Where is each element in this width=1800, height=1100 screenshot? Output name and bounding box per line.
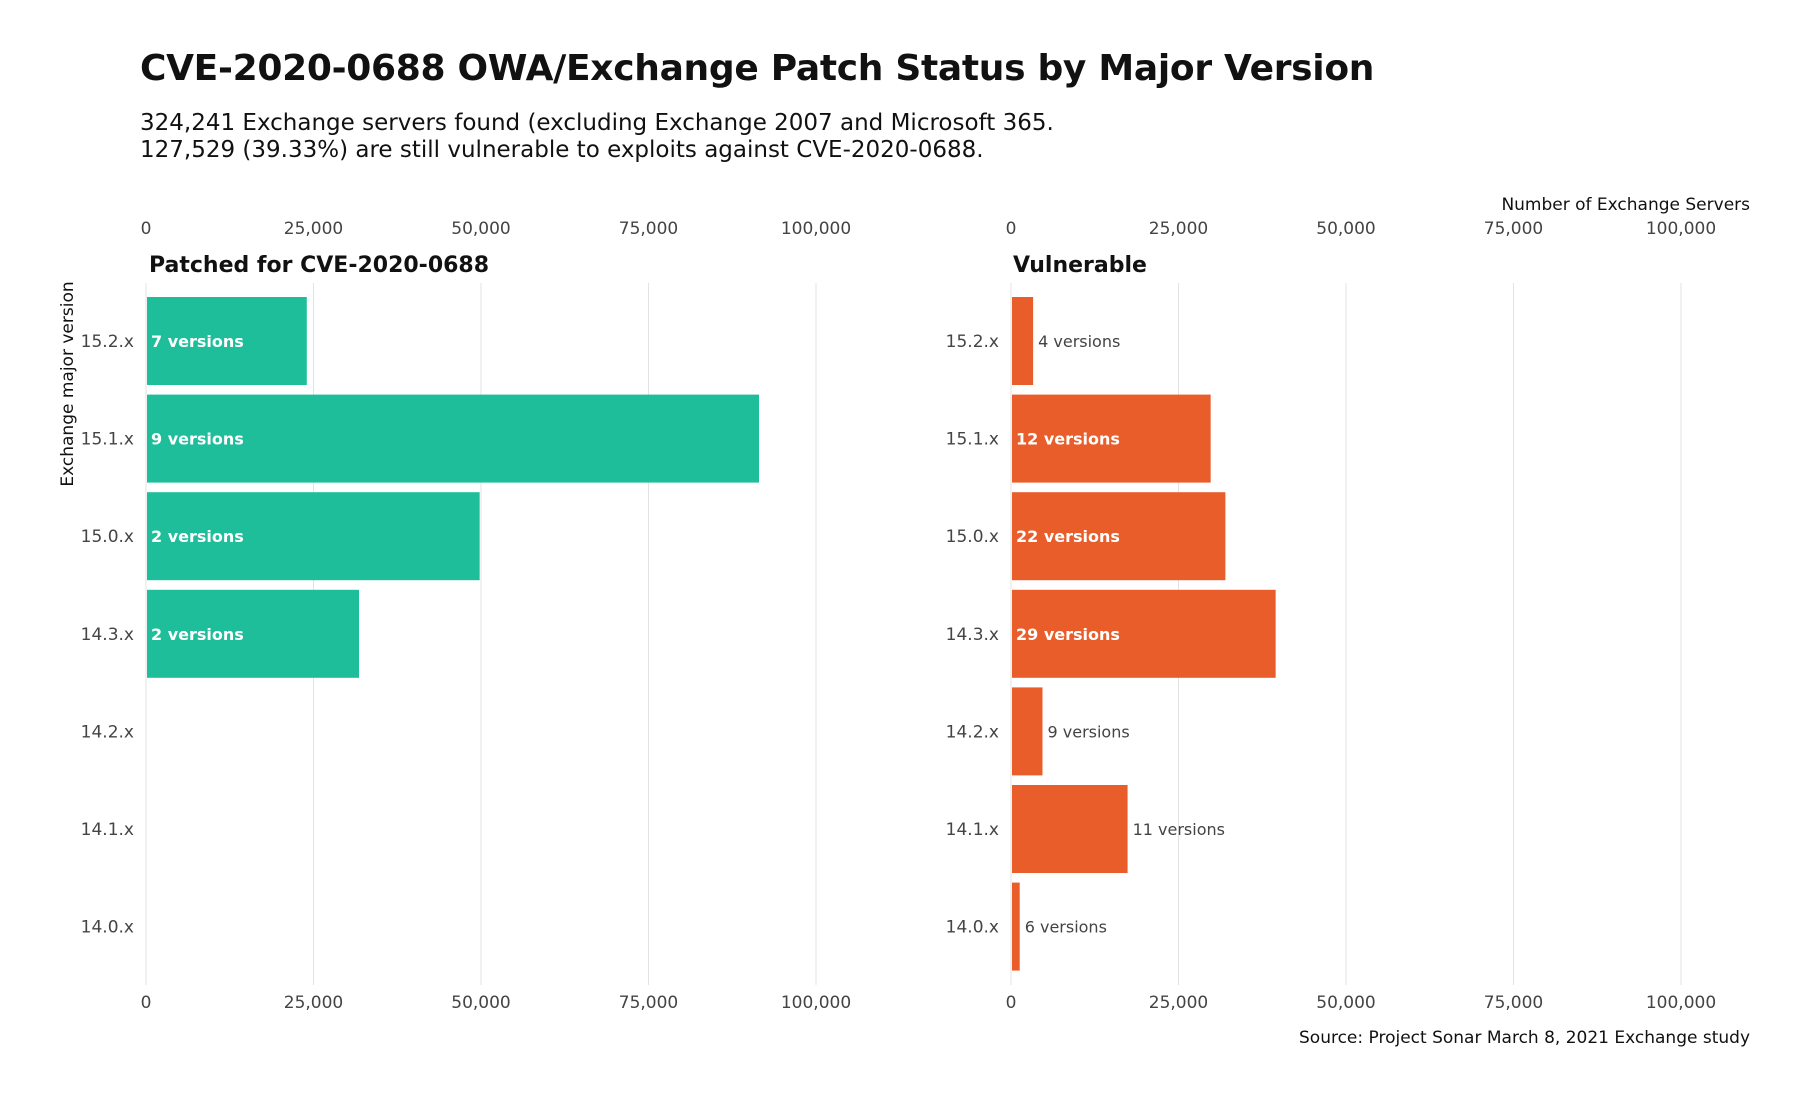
x-axis-title: Number of Exchange Servers [1501,195,1750,215]
bar [1012,589,1276,678]
x-tick-label-top: 75,000 [1484,219,1543,239]
bar-data-label: 7 versions [151,332,244,351]
bar [1012,882,1020,971]
category-label: 15.2.x [946,332,999,352]
category-label: 15.1.x [946,430,999,450]
category-label: 14.3.x [946,625,999,645]
bar [1012,394,1211,483]
bar [147,297,307,385]
bar [1012,687,1043,776]
grid-layer [145,283,1682,985]
bar [1012,785,1128,873]
bars-layer [147,297,1276,971]
category-label: 14.2.x [81,722,134,742]
chart-subtitle-line-1: 324,241 Exchange servers found (excludin… [140,110,1054,136]
x-tick-label-top: 50,000 [1316,219,1375,239]
category-label: 14.1.x [946,820,999,840]
x-tick-label-top: 100,000 [1646,219,1716,239]
chart-subtitle-line-2: 127,529 (39.33%) are still vulnerable to… [140,137,984,163]
x-tick-label-top: 25,000 [284,219,343,239]
x-tick-label-top: 0 [1006,219,1017,239]
x-tick-label-bottom: 75,000 [619,993,678,1013]
category-label: 14.1.x [81,820,134,840]
category-label: 15.2.x [81,332,134,352]
text-layer: 0 0 25,000 25,000 50,000 50,000 75,000 75,000 10… [81,219,1716,1013]
x-tick-label-bottom: 25,000 [284,993,343,1013]
x-tick-label-bottom: 100,000 [781,993,851,1013]
bar-data-label: 9 versions [1047,722,1129,741]
source-note: Source: Project Sonar March 8, 2021 Exch… [1299,1028,1750,1048]
bar-data-label: 11 versions [1133,820,1225,839]
bar [147,492,480,581]
x-tick-label-top: 25,000 [1149,219,1208,239]
category-label: 14.0.x [81,918,134,938]
x-tick-label-top: 50,000 [451,219,510,239]
x-tick-label-bottom: 50,000 [451,993,510,1013]
bar-data-label: 9 versions [151,430,244,449]
bar-data-label: 6 versions [1025,918,1107,937]
category-label: 14.0.x [946,918,999,938]
bar [147,394,760,483]
bar-data-label: 12 versions [1016,430,1120,449]
category-label: 14.2.x [946,722,999,742]
panel-title: Vulnerable [1013,253,1147,278]
x-tick-label-bottom: 50,000 [1316,993,1375,1013]
bar-data-label: 4 versions [1038,332,1120,351]
x-tick-label-top: 0 [141,219,152,239]
x-tick-label-bottom: 0 [141,993,152,1013]
bar [1012,297,1034,385]
bar-data-label: 2 versions [151,527,244,546]
bar-data-label: 22 versions [1016,527,1120,546]
bar-data-label: 2 versions [151,625,244,644]
bar [147,589,360,678]
category-label: 14.3.x [81,625,134,645]
category-label: 15.0.x [81,527,134,547]
x-tick-label-bottom: 0 [1006,993,1017,1013]
x-tick-label-bottom: 100,000 [1646,993,1716,1013]
bar [1012,492,1226,581]
y-axis-title: Exchange major version [58,281,78,486]
category-label: 15.1.x [81,430,134,450]
x-tick-label-bottom: 75,000 [1484,993,1543,1013]
category-label: 15.0.x [946,527,999,547]
x-tick-label-top: 100,000 [781,219,851,239]
panel-title: Patched for CVE-2020-0688 [149,253,489,278]
bar-data-label: 29 versions [1016,625,1120,644]
chart-title: CVE-2020-0688 OWA/Exchange Patch Status … [140,48,1375,89]
x-tick-label-bottom: 25,000 [1149,993,1208,1013]
x-tick-label-top: 75,000 [619,219,678,239]
